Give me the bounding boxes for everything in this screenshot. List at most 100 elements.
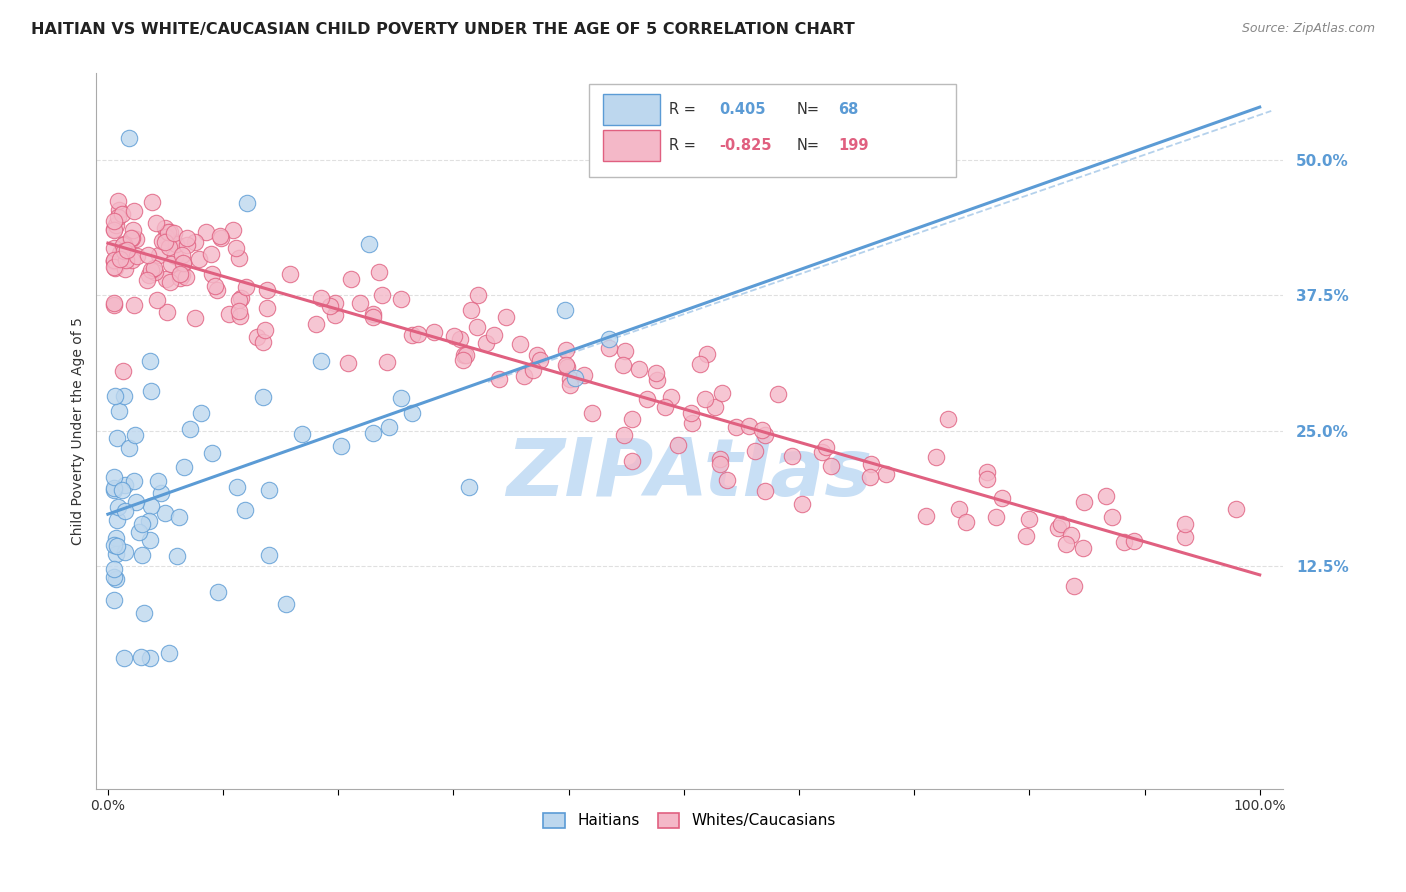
Point — [159, 257, 181, 271]
Point — [1225, 502, 1247, 516]
Point — [859, 469, 882, 483]
Point — [111, 207, 134, 221]
Point — [555, 343, 578, 357]
Point — [948, 501, 970, 516]
Point — [256, 283, 278, 297]
Point — [120, 230, 142, 244]
Point — [1174, 530, 1197, 544]
Point — [170, 248, 193, 262]
Point — [598, 332, 620, 346]
Point — [659, 390, 682, 404]
Point — [976, 465, 998, 479]
Point — [558, 378, 581, 392]
Point — [233, 503, 256, 517]
Point — [915, 509, 938, 524]
Text: R =: R = — [669, 137, 696, 153]
Y-axis label: Child Poverty Under the Age of 5: Child Poverty Under the Age of 5 — [72, 317, 86, 545]
Point — [165, 236, 187, 251]
Point — [645, 373, 668, 387]
Point — [103, 298, 125, 312]
Point — [620, 454, 643, 468]
Point — [522, 363, 544, 377]
Point — [572, 368, 595, 383]
Point — [274, 598, 297, 612]
Point — [1123, 534, 1146, 549]
Point — [509, 336, 531, 351]
Point — [1174, 517, 1197, 532]
Point — [751, 423, 773, 437]
Point — [309, 353, 332, 368]
Point — [495, 310, 517, 324]
Point — [200, 247, 222, 261]
Point — [128, 524, 150, 539]
Point — [613, 428, 636, 442]
Point — [114, 477, 136, 491]
Point — [141, 499, 163, 513]
Point — [167, 509, 190, 524]
Point — [319, 299, 342, 313]
Point — [229, 291, 252, 305]
Point — [207, 585, 229, 599]
Point — [172, 268, 194, 282]
Point — [148, 248, 170, 262]
Point — [139, 651, 162, 665]
Point — [103, 592, 125, 607]
Point — [103, 562, 125, 576]
Point — [744, 444, 766, 458]
Point — [176, 238, 198, 252]
Point — [163, 226, 186, 240]
Text: 68: 68 — [838, 102, 858, 117]
Point — [228, 293, 250, 307]
Point — [208, 229, 231, 244]
Point — [122, 475, 145, 489]
Point — [257, 483, 280, 498]
Point — [111, 483, 134, 498]
Point — [157, 225, 180, 239]
Point — [205, 283, 228, 297]
Point — [1049, 516, 1071, 531]
Point — [112, 651, 135, 665]
Point — [105, 547, 128, 561]
Point — [636, 392, 658, 406]
Point — [305, 317, 328, 331]
Point — [131, 517, 153, 532]
Point — [371, 288, 394, 302]
Point — [367, 265, 389, 279]
Point — [114, 504, 136, 518]
Point — [1073, 494, 1095, 508]
FancyBboxPatch shape — [589, 84, 956, 177]
Point — [389, 391, 412, 405]
Point — [252, 390, 274, 404]
Point — [458, 480, 481, 494]
Point — [460, 303, 482, 318]
Point — [103, 214, 125, 228]
Point — [654, 400, 676, 414]
Point — [820, 458, 842, 473]
Point — [814, 440, 837, 454]
Point — [129, 650, 152, 665]
Point — [150, 234, 173, 248]
Point — [724, 420, 747, 434]
Point — [166, 549, 188, 563]
Point — [1095, 489, 1118, 503]
Point — [139, 384, 162, 398]
Point — [155, 235, 177, 249]
Point — [174, 269, 197, 284]
Point — [1059, 528, 1081, 542]
Point — [111, 253, 134, 268]
Point — [598, 341, 620, 355]
Point — [103, 469, 125, 483]
Point — [709, 451, 731, 466]
Text: HAITIAN VS WHITE/CAUCASIAN CHILD POVERTY UNDER THE AGE OF 5 CORRELATION CHART: HAITIAN VS WHITE/CAUCASIAN CHILD POVERTY… — [31, 22, 855, 37]
Point — [291, 427, 314, 442]
Point — [194, 225, 217, 239]
Point — [141, 262, 163, 277]
Point — [104, 572, 127, 586]
Point — [125, 249, 148, 263]
Point — [228, 309, 250, 323]
Point — [103, 538, 125, 552]
Point — [482, 328, 505, 343]
Point — [105, 218, 128, 232]
Point — [110, 252, 132, 267]
Point — [456, 348, 478, 362]
